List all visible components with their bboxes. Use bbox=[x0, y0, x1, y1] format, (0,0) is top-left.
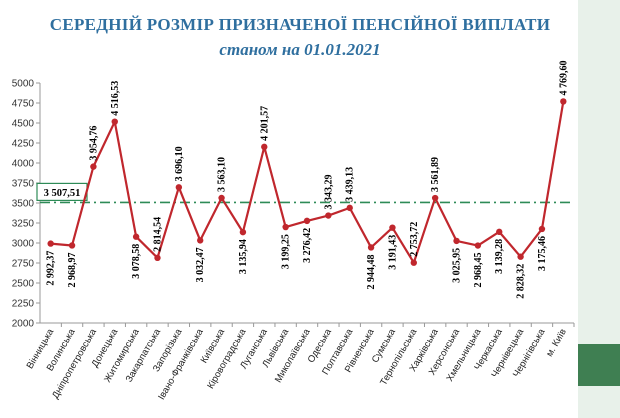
y-tick-label: 2750 bbox=[12, 259, 35, 270]
data-point bbox=[367, 244, 375, 251]
data-point bbox=[453, 237, 460, 245]
chart-subtitle: станом на 01.01.2021 bbox=[219, 40, 381, 59]
y-tick-label: 3250 bbox=[12, 219, 35, 230]
y-tick-label: 4500 bbox=[12, 119, 35, 130]
data-point bbox=[68, 242, 76, 249]
data-point bbox=[517, 253, 524, 260]
data-label: 4 201,57 bbox=[259, 106, 270, 141]
data-label: 3 078,58 bbox=[131, 244, 142, 279]
data-label: 2 992,37 bbox=[46, 251, 57, 286]
data-label: 3 025,95 bbox=[452, 248, 463, 283]
data-label: 3 139,28 bbox=[494, 239, 505, 274]
data-point bbox=[154, 254, 161, 262]
data-point bbox=[261, 143, 268, 151]
data-point bbox=[346, 204, 353, 212]
data-point bbox=[218, 194, 225, 202]
data-label: 2 968,97 bbox=[67, 252, 78, 287]
data-label: 3 343,29 bbox=[323, 175, 334, 210]
slide-page bbox=[0, 0, 578, 418]
y-tick-label: 4750 bbox=[12, 99, 35, 110]
data-point bbox=[538, 225, 546, 233]
data-point bbox=[474, 242, 482, 249]
data-point bbox=[132, 233, 140, 240]
y-tick-label: 2500 bbox=[12, 279, 35, 290]
data-point bbox=[197, 237, 204, 244]
data-label: 2 753,72 bbox=[409, 222, 420, 257]
average-label: 3 507,51 bbox=[44, 188, 81, 199]
data-label: 3 696,10 bbox=[174, 146, 185, 181]
data-label: 2 828,32 bbox=[516, 264, 527, 299]
data-point bbox=[431, 194, 439, 202]
data-point bbox=[560, 98, 567, 105]
data-point bbox=[111, 118, 118, 125]
side-accent-block bbox=[578, 344, 620, 386]
data-label: 4 769,60 bbox=[558, 60, 569, 95]
y-tick-label: 4250 bbox=[12, 139, 35, 150]
data-label: 3 135,94 bbox=[238, 239, 249, 274]
data-point bbox=[496, 228, 503, 236]
data-point bbox=[90, 163, 97, 170]
data-point bbox=[389, 224, 396, 231]
chart-title: СЕРЕДНІЙ РОЗМІР ПРИЗНАЧЕНОЇ ПЕНСІЙНОЇ ВИ… bbox=[49, 15, 551, 34]
data-point bbox=[175, 184, 183, 191]
y-tick-label: 3500 bbox=[12, 199, 35, 210]
y-tick-label: 5000 bbox=[12, 79, 35, 90]
data-label: 3 276,42 bbox=[302, 228, 313, 263]
data-label: 3 561,89 bbox=[430, 157, 441, 192]
y-tick-label: 2250 bbox=[12, 299, 35, 310]
data-label: 3 439,13 bbox=[345, 167, 356, 202]
data-point bbox=[282, 223, 289, 231]
data-point bbox=[410, 259, 417, 266]
data-point bbox=[47, 240, 54, 247]
x-tick-label: м. Київ bbox=[544, 327, 569, 359]
y-tick-label: 3750 bbox=[12, 179, 35, 190]
data-label: 3 954,76 bbox=[88, 126, 99, 161]
data-label: 4 516,53 bbox=[110, 81, 121, 116]
data-label: 3 175,46 bbox=[537, 236, 548, 271]
data-label: 2 814,54 bbox=[152, 217, 163, 252]
y-tick-label: 3000 bbox=[12, 239, 35, 250]
data-point bbox=[239, 228, 247, 236]
data-label: 3 191,43 bbox=[387, 235, 398, 270]
y-tick-label: 4000 bbox=[12, 159, 35, 170]
data-point bbox=[303, 217, 311, 225]
y-tick-label: 2000 bbox=[12, 319, 35, 330]
data-label: 3 032,47 bbox=[195, 247, 206, 282]
data-label: 3 199,25 bbox=[281, 234, 292, 269]
data-label: 3 563,10 bbox=[217, 157, 228, 192]
data-label: 2 968,45 bbox=[473, 253, 484, 288]
data-label: 2 944,48 bbox=[366, 254, 377, 289]
data-point bbox=[325, 212, 332, 219]
